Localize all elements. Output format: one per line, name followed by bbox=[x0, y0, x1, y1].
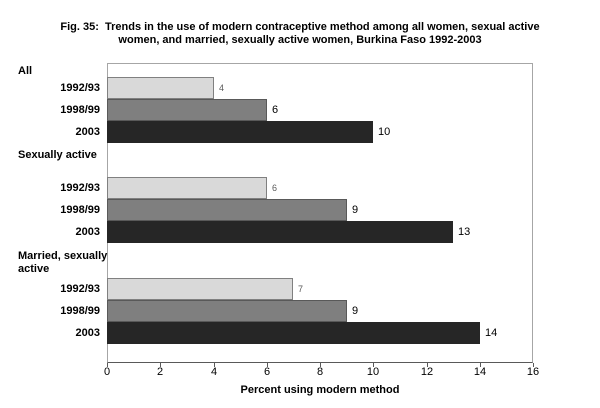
value-label: 9 bbox=[352, 305, 359, 317]
category-label: 1992/93 bbox=[60, 283, 100, 295]
x-axis-tick-label: 0 bbox=[103, 366, 111, 378]
x-axis-tick bbox=[533, 363, 534, 367]
x-axis-tick bbox=[267, 363, 268, 367]
x-axis-tick-label: 12 bbox=[420, 366, 434, 378]
x-axis-tick-label: 4 bbox=[210, 366, 218, 378]
x-axis-tick bbox=[427, 363, 428, 367]
bar-married-sexually-active-2003 bbox=[107, 322, 480, 344]
bar-married-sexually-active-1998-99 bbox=[107, 300, 347, 322]
bar-all-1998-99 bbox=[107, 99, 267, 121]
x-axis-tick-label: 8 bbox=[316, 366, 324, 378]
x-axis-tick-label: 6 bbox=[263, 366, 271, 378]
bar-sexually-active-2003 bbox=[107, 221, 453, 243]
x-axis-tick-label: 2 bbox=[156, 366, 164, 378]
value-label: 6 bbox=[272, 183, 278, 193]
x-axis-tick bbox=[320, 363, 321, 367]
bar-all-1992-93 bbox=[107, 77, 214, 99]
value-label: 7 bbox=[298, 284, 304, 294]
x-axis-title: Percent using modern method bbox=[240, 384, 400, 396]
value-label: 9 bbox=[352, 204, 359, 216]
category-label: 2003 bbox=[75, 226, 100, 238]
group-label-3: Married, sexually active bbox=[18, 250, 108, 275]
category-label: 1992/93 bbox=[60, 182, 100, 194]
bar-sexually-active-1998-99 bbox=[107, 199, 347, 221]
x-axis-tick-label: 16 bbox=[526, 366, 540, 378]
chart-title: Fig. 35: Trends in the use of modern con… bbox=[0, 21, 600, 47]
x-axis-tick bbox=[107, 363, 108, 367]
bar-all-2003 bbox=[107, 121, 373, 143]
group-label-1: All bbox=[18, 65, 33, 77]
category-label: 1998/99 bbox=[60, 104, 100, 116]
x-axis-tick-label: 10 bbox=[366, 366, 380, 378]
x-axis-tick-label: 14 bbox=[473, 366, 487, 378]
x-axis-tick bbox=[373, 363, 374, 367]
value-label: 14 bbox=[485, 327, 498, 339]
value-label: 10 bbox=[378, 126, 391, 138]
category-label: 1998/99 bbox=[60, 204, 100, 216]
chart-title-line2: women, and married, sexually active wome… bbox=[118, 34, 482, 46]
value-label: 13 bbox=[458, 226, 471, 238]
category-label: 1992/93 bbox=[60, 82, 100, 94]
chart-title-line1: Fig. 35: Trends in the use of modern con… bbox=[60, 21, 540, 33]
category-label: 1998/99 bbox=[60, 305, 100, 317]
x-axis-tick bbox=[480, 363, 481, 367]
category-label: 2003 bbox=[75, 126, 100, 138]
x-axis-tick bbox=[160, 363, 161, 367]
bar-married-sexually-active-1992-93 bbox=[107, 278, 293, 300]
group-label-2: Sexually active bbox=[18, 149, 97, 161]
value-label: 6 bbox=[272, 104, 279, 116]
x-axis-tick bbox=[214, 363, 215, 367]
value-label: 4 bbox=[219, 83, 225, 93]
bar-sexually-active-1992-93 bbox=[107, 177, 267, 199]
category-label: 2003 bbox=[75, 327, 100, 339]
